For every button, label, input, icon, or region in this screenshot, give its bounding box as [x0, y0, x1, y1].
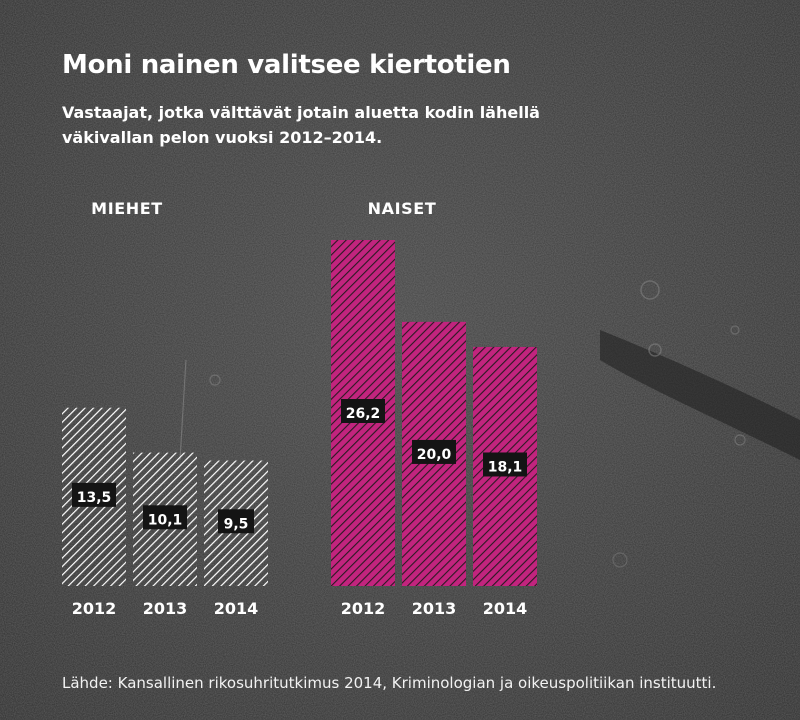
- category-label: 2014: [483, 599, 528, 618]
- data-label: 10,1: [148, 512, 183, 528]
- data-label-bg: [218, 509, 254, 534]
- chart-subtitle: Vastaajat, jotka välttävät jotain aluett…: [62, 103, 540, 147]
- bar-group-naiset: NAISET 26,2 2012 20,0 2013 18,1 2014: [331, 199, 537, 618]
- data-label-bg: [341, 399, 385, 423]
- data-label: 9,5: [224, 516, 249, 532]
- category-label: 2013: [412, 599, 457, 618]
- category-label: 2012: [72, 599, 117, 618]
- bar-group-miehet: MIEHET 13,5 2012 10,1 2013 9,5 2014: [62, 199, 268, 618]
- data-label-bg: [72, 482, 116, 507]
- chart-title: Moni nainen valitsee kiertotien: [62, 50, 511, 80]
- group-label: NAISET: [368, 199, 437, 218]
- data-label-bg: [412, 439, 456, 464]
- source-note: Lähde: Kansallinen rikosuhritutkimus 201…: [62, 674, 717, 692]
- data-label: 18,1: [488, 459, 523, 475]
- category-label: 2014: [214, 599, 259, 618]
- data-label-bg: [143, 505, 187, 530]
- category-label: 2012: [341, 599, 386, 618]
- data-label-bg: [483, 452, 527, 477]
- data-label: 26,2: [346, 406, 381, 422]
- data-label: 13,5: [77, 490, 112, 506]
- category-label: 2013: [143, 599, 188, 618]
- data-label: 20,0: [417, 447, 452, 463]
- group-label: MIEHET: [91, 199, 163, 218]
